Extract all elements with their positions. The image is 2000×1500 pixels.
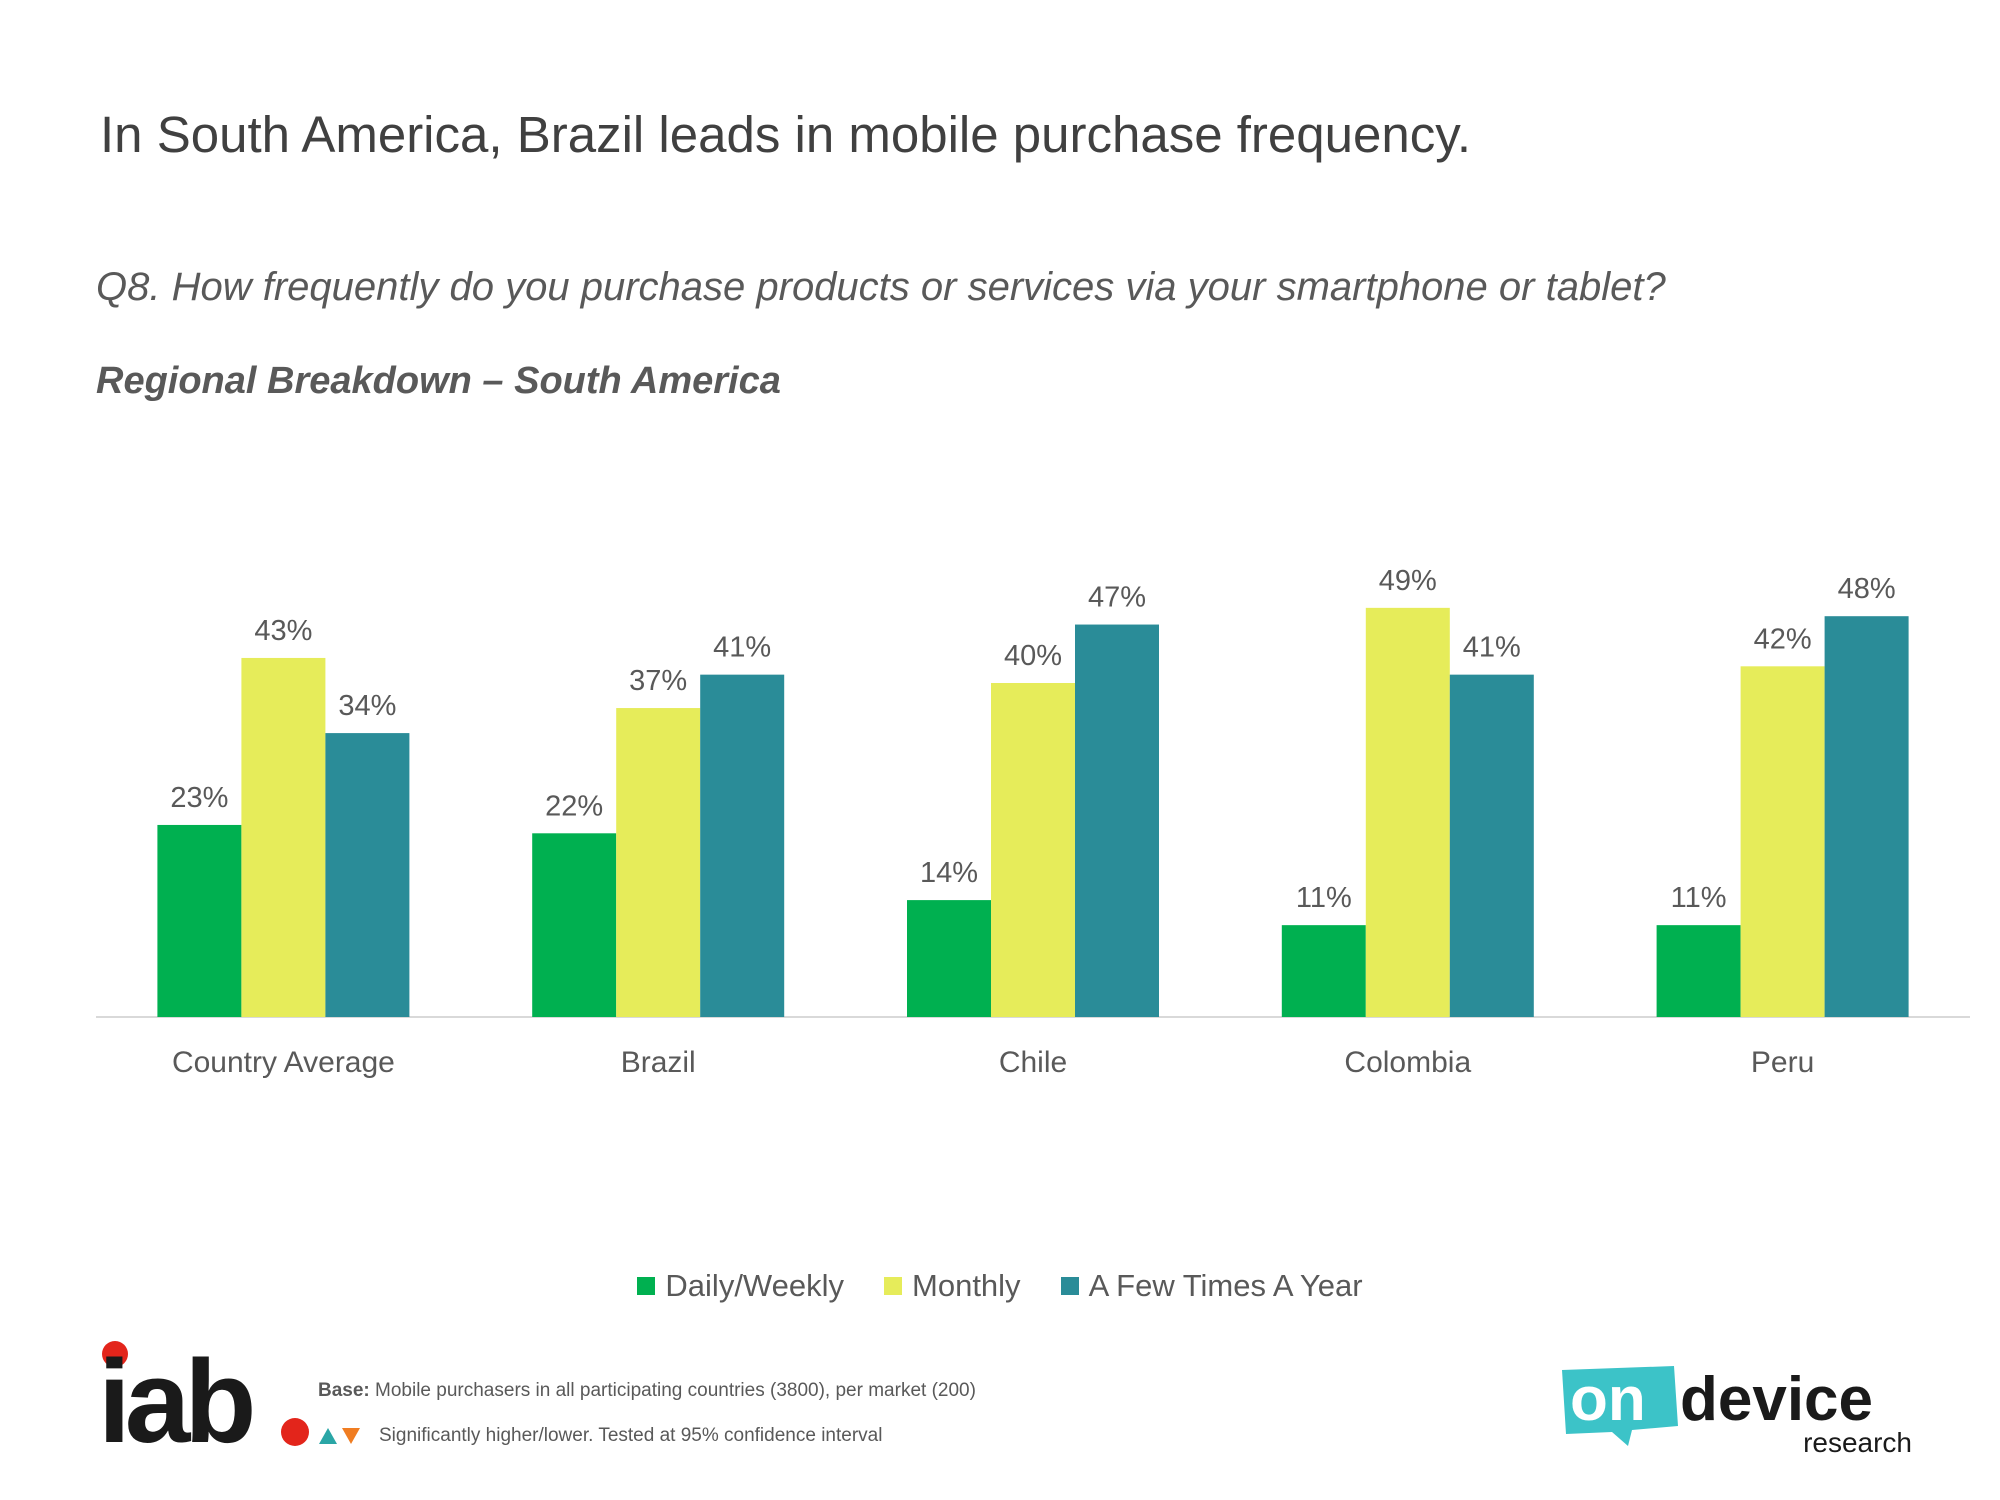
data-label-few-times: 41% — [1463, 632, 1521, 664]
iab-logo: iab — [98, 1338, 309, 1453]
legend-item-daily: Daily/Weekly — [637, 1268, 844, 1304]
category-label: Brazil — [621, 1046, 696, 1079]
bar-monthly — [1740, 666, 1825, 1017]
bar-few-times — [700, 674, 785, 1017]
data-label-monthly: 42% — [1754, 623, 1812, 655]
ondevice-logo-on: on — [1570, 1365, 1646, 1434]
legend-swatch-monthly — [884, 1277, 903, 1295]
significance-note: Significantly higher/lower. Tested at 95… — [318, 1425, 882, 1447]
bar-daily — [907, 900, 991, 1017]
data-label-monthly: 40% — [1004, 640, 1062, 672]
base-text: Mobile purchasers in all participating c… — [369, 1380, 976, 1401]
iab-logo-text: iab — [98, 1338, 252, 1453]
bar-chart: 23% 43% 34% Country Average 22% 37% 41% Brazil 1… — [96, 565, 1970, 1079]
category-label: Country Average — [172, 1046, 395, 1079]
ondevice-logo-device: device — [1680, 1365, 1873, 1434]
legend-swatch-few-times — [1060, 1277, 1079, 1295]
bar-monthly — [991, 683, 1075, 1017]
bar-few-times — [1824, 616, 1909, 1017]
legend-label-few-times: A Few Times A Year — [1088, 1268, 1363, 1303]
data-label-daily: 11% — [1296, 882, 1352, 914]
triangle-up-icon — [319, 1428, 337, 1444]
legend-label-monthly: Monthly — [912, 1268, 1021, 1303]
triangle-down-icon — [342, 1428, 360, 1444]
legend-label-daily: Daily/Weekly — [665, 1268, 845, 1303]
bar-daily — [532, 833, 617, 1017]
data-label-daily: 22% — [545, 790, 603, 822]
bar-monthly — [241, 657, 326, 1017]
bar-daily — [157, 824, 242, 1017]
data-label-few-times: 41% — [713, 632, 771, 664]
significance-text: Significantly higher/lower. Tested at 95… — [379, 1425, 883, 1446]
data-label-monthly: 49% — [1379, 565, 1437, 597]
bar-few-times — [1449, 674, 1534, 1017]
page-title: In South America, Brazil leads in mobile… — [100, 106, 1472, 163]
category-label: Colombia — [1344, 1046, 1471, 1079]
base-label: Base: — [318, 1380, 370, 1401]
data-label-few-times: 34% — [338, 690, 396, 722]
ondevice-logo-research: research — [1803, 1427, 1912, 1458]
bar-few-times — [1075, 624, 1159, 1017]
data-label-few-times: 48% — [1838, 573, 1896, 605]
base-note: Base: Mobile purchasers in all participa… — [318, 1380, 976, 1402]
data-label-monthly: 37% — [629, 665, 687, 697]
data-label-daily: 11% — [1671, 882, 1727, 914]
legend-swatch-daily — [637, 1277, 656, 1295]
survey-question: Q8. How frequently do you purchase produ… — [96, 265, 1666, 309]
bar-monthly — [1365, 607, 1450, 1017]
category-label: Peru — [1751, 1046, 1814, 1079]
chart-subtitle: Regional Breakdown – South America — [96, 360, 781, 402]
data-label-few-times: 47% — [1088, 582, 1146, 614]
bar-daily — [1656, 925, 1741, 1017]
legend-item-monthly: Monthly — [884, 1268, 1021, 1304]
bar-few-times — [325, 733, 410, 1017]
data-label-daily: 14% — [920, 857, 978, 889]
data-label-monthly: 43% — [254, 615, 312, 647]
legend-item-few-times: A Few Times A Year — [1060, 1268, 1363, 1304]
bar-daily — [1281, 925, 1366, 1017]
bar-monthly — [616, 708, 701, 1017]
data-label-daily: 23% — [170, 782, 228, 814]
chart-legend: Daily/Weekly Monthly A Few Times A Year — [0, 1268, 2000, 1304]
category-label: Chile — [999, 1046, 1067, 1079]
ondevice-logo: on device research — [1562, 1365, 1912, 1458]
